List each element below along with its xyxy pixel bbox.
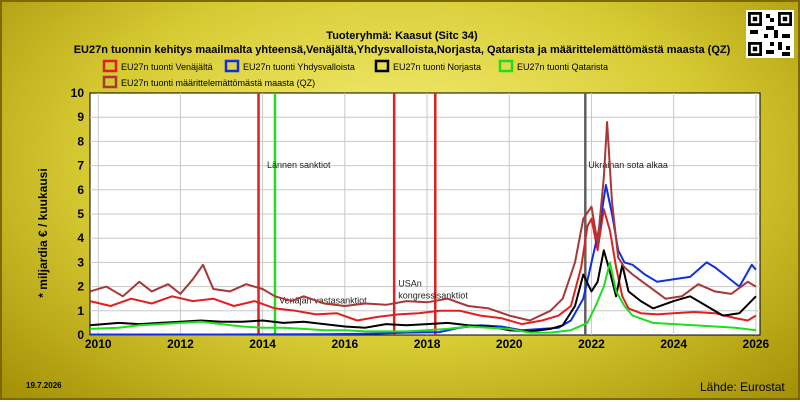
y-tick-label: 4 [77, 231, 84, 245]
legend-label: EU27n tuonti määrittelemättömästä maasta… [121, 78, 315, 88]
event-marker-label: Ukrainan sota alkaa [588, 160, 668, 170]
source-label: Lähde: Eurostat [700, 380, 785, 394]
x-tick-label: 2022 [578, 337, 605, 351]
chart-annotation: Venäjän vastasanktiot [279, 296, 367, 306]
x-tick-label: 2010 [85, 337, 112, 351]
legend-swatch [102, 75, 118, 89]
x-tick-label: 2016 [331, 337, 358, 351]
y-tick-label: 5 [77, 207, 84, 221]
event-marker-label: Lännen sanktiot [267, 160, 331, 170]
legend-swatch [498, 59, 514, 73]
y-axis-label: * miljardia € / kuukausi [36, 168, 50, 298]
chart-title: Tuoteryhmä: Kaasut (Sitc 34) [326, 30, 478, 42]
y-tick-label: 0 [77, 328, 84, 342]
legend-swatch [102, 59, 118, 73]
date-stamp: 19.7.2026 [26, 381, 62, 390]
x-tick-label: 2018 [414, 337, 441, 351]
y-tick-label: 3 [77, 255, 84, 269]
series-line [89, 249, 757, 333]
series-line [89, 121, 757, 322]
qr-code-icon [746, 10, 794, 58]
legend-label: EU27n tuonti Yhdysvalloista [243, 62, 355, 72]
legend-swatch [224, 59, 240, 73]
y-tick-label: 1 [77, 304, 84, 318]
legend-label: EU27n tuonti Venäjältä [121, 62, 213, 72]
x-tick-label: 2012 [167, 337, 194, 351]
y-tick-label: 2 [77, 280, 84, 294]
series-line [89, 261, 757, 334]
y-tick-label: 8 [77, 134, 84, 148]
x-tick-label: 2020 [496, 337, 523, 351]
y-tick-label: 9 [77, 110, 84, 124]
y-tick-label: 7 [77, 159, 84, 173]
x-tick-label: 2014 [249, 337, 276, 351]
legend-label: EU27n tuonti Norjasta [393, 62, 481, 72]
chart-subtitle: EU27n tuonnin kehitys maailmalta yhteens… [73, 44, 731, 56]
legend-label: EU27n tuonti Qatarista [517, 62, 608, 72]
y-tick-label: 6 [77, 183, 84, 197]
chart-annotation: kongressisanktiot [398, 291, 468, 301]
series-line [89, 208, 757, 326]
x-tick-label: 2024 [660, 337, 687, 351]
y-tick-label: 10 [71, 86, 85, 100]
x-tick-label: 2026 [743, 337, 770, 351]
legend-swatch [374, 59, 390, 73]
chart-annotation: USAn [398, 279, 422, 289]
